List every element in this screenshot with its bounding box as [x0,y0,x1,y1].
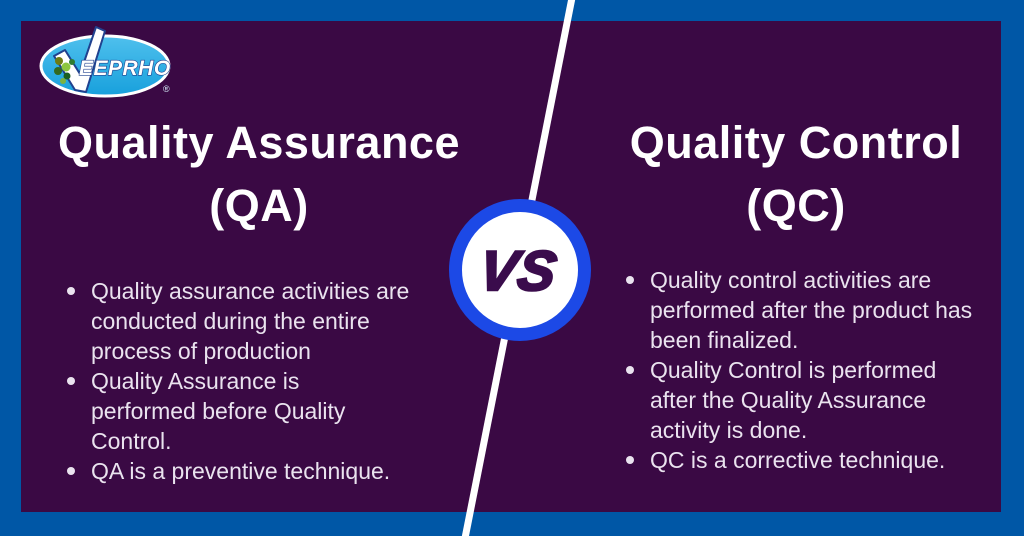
qa-bullet-item: Quality assurance activities are conduct… [64,276,410,366]
registered-trademark-symbol: ® [163,84,170,94]
qa-bullet-item: QA is a preventive technique. [64,456,410,486]
vs-badge: VS [449,199,591,341]
qa-bullet-list: Quality assurance activities are conduct… [64,276,410,486]
content-panel: EEPRHO ® Quality Assurance (QA) Quality … [21,21,1001,512]
logo-berry-dots-icon [54,57,75,84]
veeprho-logo-graphic: EEPRHO ® [39,26,171,98]
qa-heading-line2: (QA) [209,180,309,231]
vs-badge-label: VS [474,237,562,303]
qc-bullet-item: Quality control activities are performed… [623,265,983,355]
qc-heading: Quality Control (QC) [560,111,1024,237]
qc-heading-line2: (QC) [746,180,846,231]
qc-bullet-list: Quality control activities are performed… [623,265,983,475]
qc-heading-line1: Quality Control [629,117,963,168]
qc-bullet-item: QC is a corrective technique. [623,445,983,475]
qa-heading: Quality Assurance (QA) [21,111,497,237]
qa-bullet-item: Quality Assurance is performed before Qu… [64,366,410,456]
qa-heading-line1: Quality Assurance [58,117,460,168]
logo-wordmark: EEPRHO [79,57,171,80]
qc-bullet-item: Quality Control is performed after the Q… [623,355,983,445]
veeprho-logo: EEPRHO ® [39,26,171,98]
